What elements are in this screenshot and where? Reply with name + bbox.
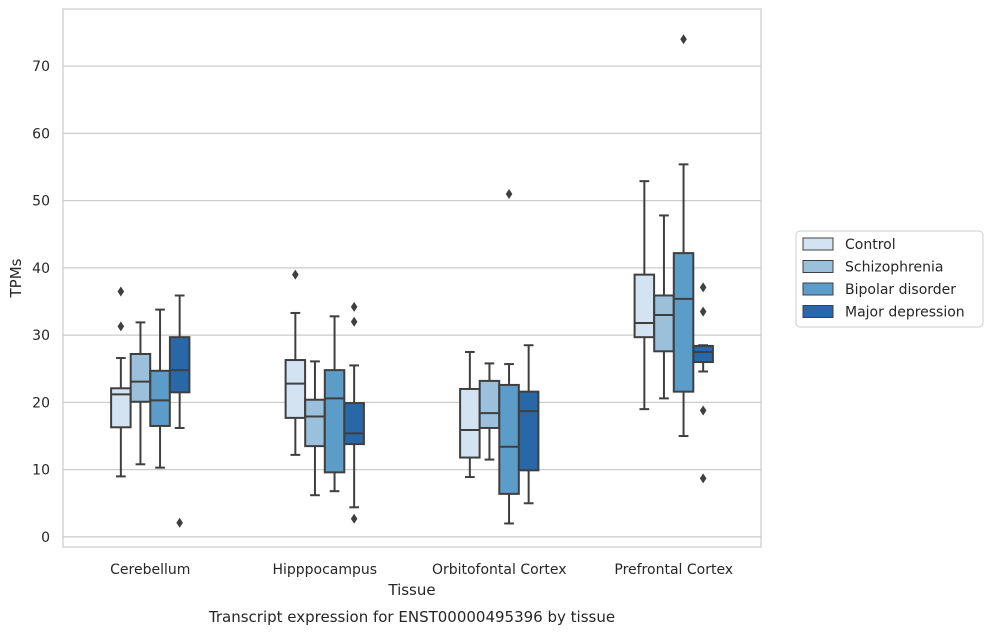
iqr-box [692,344,714,364]
iqr-box [168,336,191,394]
iqr-box [517,390,540,472]
boxes [110,34,714,528]
box-group [168,294,191,528]
y-tick-label: 40 [32,261,50,277]
y-tick-label: 60 [32,126,50,142]
outlier-point [350,513,358,524]
x-tick-label: Hipppocampus [272,562,377,578]
legend: Control Schizophrenia Bipolar disorder Majo… [795,230,984,328]
legend-swatch [802,282,834,296]
y-tick-label: 20 [32,395,50,411]
y-tick-label: 0 [41,530,50,546]
legend-label: Control [845,237,896,253]
iqr-box [110,387,132,429]
legend-swatch [802,305,834,318]
box-group [672,34,695,438]
iqr-box [498,383,520,495]
x-tick-label: Cerebellum [110,562,190,578]
outlier-point [292,269,299,280]
legend-frame [795,230,984,328]
plot-area-background [63,9,761,547]
box-group [478,362,501,461]
box-group [633,180,656,411]
y-tick-label: 70 [32,59,50,75]
outlier-point [699,306,707,317]
iqr-box [459,387,481,459]
box-group [498,188,520,525]
x-tick-labels: Cerebellum Hipppocampus Orbitofontal Corte… [110,562,733,578]
box-group [343,301,365,524]
iqr-box [343,402,365,446]
chart-caption: Transcript expression for ENST0000049539… [208,608,615,626]
outlier-point [680,34,687,45]
legend-swatch [802,237,834,251]
outlier-point [699,473,707,484]
iqr-box [478,379,501,429]
box-group [304,360,326,497]
outlier-point [350,316,358,327]
box-group [110,286,132,478]
iqr-box [672,252,695,393]
outlier-point [699,405,707,416]
iqr-box [633,273,656,339]
legend-label: Schizophrenia [845,260,943,276]
box-group [149,308,171,469]
y-axis-label: TPMs [7,258,25,298]
y-tick-label: 50 [32,194,50,210]
y-tick-label: 30 [32,328,50,344]
legend-label: Major depression [845,305,965,321]
plot-frame [62,8,762,548]
iqr-box [323,369,346,474]
outlier-point [176,517,183,528]
y-tick-label: 10 [32,463,50,479]
iqr-box [304,398,326,448]
outlier-point [350,301,358,312]
outlier-point [117,321,125,332]
x-tick-label: Prefrontal Cortex [614,562,733,578]
outlier-point [505,188,513,199]
iqr-box [653,294,675,353]
iqr-box [149,369,171,427]
box-group [284,269,307,456]
legend-swatch [802,260,834,273]
x-axis-label: Tissue [387,581,435,599]
box-group [692,282,714,484]
x-tick-label: Orbitofontal Cortex [432,562,567,578]
y-tick-labels: 0 10 20 30 40 50 60 70 [32,59,50,546]
box-group [459,350,481,479]
legend-label: Bipolar disorder [845,282,956,298]
outlier-point [699,282,707,293]
box-group [517,344,540,505]
iqr-box [129,352,152,403]
outlier-point [117,286,125,297]
iqr-box [284,359,307,419]
